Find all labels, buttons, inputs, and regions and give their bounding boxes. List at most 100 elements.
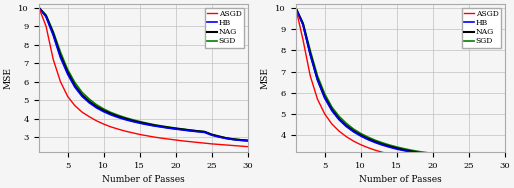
X-axis label: Number of Passes: Number of Passes	[359, 175, 442, 184]
HB	[173, 128, 179, 130]
SGD	[430, 152, 436, 155]
NAG	[79, 94, 85, 96]
NAG	[209, 133, 215, 136]
ASGD	[336, 130, 342, 132]
HB	[79, 95, 85, 98]
NAG	[237, 139, 244, 141]
SGD	[43, 14, 49, 16]
SGD	[94, 104, 100, 106]
NAG	[315, 78, 321, 80]
HB	[187, 130, 193, 132]
SGD	[122, 117, 128, 119]
SGD	[237, 139, 244, 141]
NAG	[101, 109, 107, 112]
SGD	[35, 6, 42, 9]
HB	[408, 151, 414, 153]
Line: NAG: NAG	[39, 8, 248, 141]
HB	[122, 118, 128, 121]
Line: ASGD: ASGD	[39, 8, 248, 147]
HB	[65, 73, 71, 75]
HB	[180, 129, 186, 131]
SGD	[108, 111, 114, 114]
SGD	[230, 138, 236, 140]
SGD	[401, 148, 407, 150]
HB	[387, 146, 393, 148]
SGD	[372, 139, 378, 141]
HB	[50, 34, 57, 36]
NAG	[292, 7, 299, 9]
ASGD	[86, 116, 93, 118]
Line: NAG: NAG	[296, 8, 505, 161]
HB	[94, 107, 100, 109]
HB	[137, 122, 143, 124]
ASGD	[343, 136, 350, 138]
NAG	[322, 96, 328, 98]
HB	[379, 144, 386, 146]
HB	[336, 119, 342, 121]
HB	[223, 137, 229, 140]
HB	[451, 157, 457, 159]
NAG	[358, 134, 364, 136]
SGD	[365, 136, 371, 138]
HB	[437, 155, 443, 157]
ASGD	[245, 146, 251, 148]
ASGD	[209, 143, 215, 145]
ASGD	[122, 130, 128, 132]
NAG	[158, 125, 164, 128]
ASGD	[223, 144, 229, 146]
HB	[401, 149, 407, 152]
NAG	[387, 145, 393, 147]
NAG	[458, 157, 465, 159]
ASGD	[58, 80, 64, 83]
ASGD	[43, 25, 49, 27]
SGD	[292, 7, 299, 9]
ASGD	[473, 164, 479, 167]
SGD	[379, 142, 386, 144]
SGD	[336, 115, 342, 118]
NAG	[300, 23, 306, 25]
Line: HB: HB	[296, 8, 505, 161]
HB	[444, 156, 450, 158]
Line: ASGD: ASGD	[296, 8, 505, 168]
ASGD	[180, 140, 186, 142]
NAG	[216, 135, 222, 138]
NAG	[444, 155, 450, 158]
SGD	[307, 49, 314, 52]
HB	[101, 111, 107, 113]
ASGD	[322, 113, 328, 115]
NAG	[372, 141, 378, 143]
HB	[151, 125, 157, 127]
HB	[86, 102, 93, 104]
HB	[487, 159, 493, 162]
SGD	[351, 128, 357, 130]
ASGD	[430, 160, 436, 163]
NAG	[415, 152, 421, 154]
HB	[43, 16, 49, 18]
NAG	[502, 160, 508, 162]
HB	[329, 109, 335, 112]
HB	[315, 79, 321, 81]
ASGD	[365, 146, 371, 149]
ASGD	[458, 163, 465, 166]
SGD	[173, 127, 179, 129]
SGD	[50, 30, 57, 33]
NAG	[108, 113, 114, 115]
ASGD	[72, 105, 78, 107]
NAG	[423, 153, 429, 155]
SGD	[65, 68, 71, 71]
ASGD	[79, 111, 85, 113]
ASGD	[423, 160, 429, 162]
ASGD	[415, 158, 421, 161]
ASGD	[194, 141, 200, 143]
ASGD	[444, 162, 450, 164]
NAG	[137, 121, 143, 124]
NAG	[343, 124, 350, 127]
NAG	[394, 147, 400, 149]
HB	[307, 53, 314, 56]
HB	[494, 160, 501, 162]
NAG	[43, 15, 49, 17]
NAG	[401, 149, 407, 151]
SGD	[458, 155, 465, 158]
ASGD	[401, 156, 407, 158]
NAG	[201, 131, 208, 133]
